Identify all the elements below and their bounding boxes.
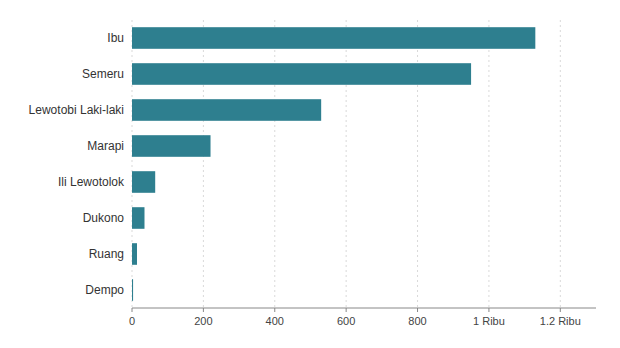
grid-line xyxy=(488,20,489,308)
category-label: Semeru xyxy=(82,67,124,81)
chart: 0 200 400 600 800 1 Ribu 1.2 Ribu Dempo Ruang Duk… xyxy=(0,0,620,348)
bar xyxy=(132,99,321,121)
category-label: Marapi xyxy=(87,139,124,153)
bar xyxy=(132,243,137,265)
chart-container: 0 200 400 600 800 1 Ribu 1.2 Ribu Dempo Ruang Duk… xyxy=(0,0,620,348)
tick-label: 0 xyxy=(129,315,135,327)
bar xyxy=(132,63,471,85)
bar xyxy=(132,207,144,229)
tick-mark xyxy=(203,308,204,312)
tick-label: 400 xyxy=(266,315,284,327)
category-label: Lewotobi Laki-laki xyxy=(29,103,124,117)
tick-label: 1 Ribu xyxy=(473,315,505,327)
category-label: Ruang xyxy=(89,247,124,261)
tick-mark xyxy=(274,308,275,312)
bar xyxy=(132,171,155,193)
tick-mark xyxy=(417,308,418,312)
grid xyxy=(132,20,560,308)
tick-label: 1.2 Ribu xyxy=(540,315,581,327)
category-label: Dukono xyxy=(83,211,125,225)
tick-mark xyxy=(132,308,133,312)
category-label: Ibu xyxy=(107,31,124,45)
bar xyxy=(132,279,133,301)
bar xyxy=(132,27,535,49)
axis-line xyxy=(132,308,596,309)
bars xyxy=(132,27,535,301)
tick-mark xyxy=(346,308,347,312)
bar xyxy=(132,135,211,157)
x-axis: 0 200 400 600 800 1 Ribu 1.2 Ribu xyxy=(129,308,581,327)
category-label: Dempo xyxy=(85,283,124,297)
tick-label: 200 xyxy=(194,315,212,327)
tick-mark xyxy=(488,308,489,312)
tick-label: 600 xyxy=(337,315,355,327)
tick-mark xyxy=(560,308,561,312)
category-label: Ili Lewotolok xyxy=(58,175,125,189)
tick-label: 800 xyxy=(408,315,426,327)
y-axis: Dempo Ruang Dukono Ili Lewotolok Marapi Lewot… xyxy=(29,31,125,297)
grid-line xyxy=(560,20,561,308)
